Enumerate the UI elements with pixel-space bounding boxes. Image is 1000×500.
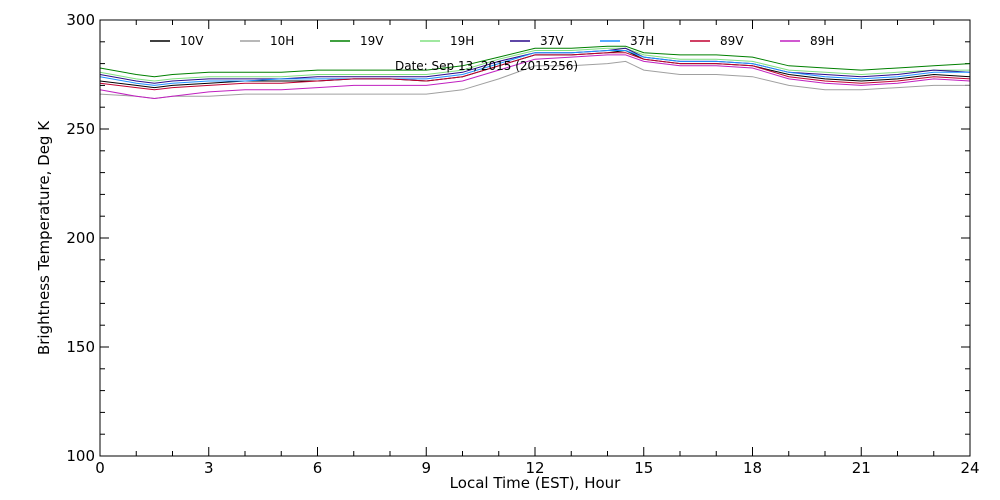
x-tick-label: 15 xyxy=(634,459,653,477)
y-tick-label: 100 xyxy=(66,447,95,465)
x-tick-label: 12 xyxy=(525,459,544,477)
series-lines xyxy=(99,45,971,100)
tick-labels: 0 3 6 9 12 15 18 21 24 100 150 200 250 300 xyxy=(66,11,979,477)
legend-label-37h: 37H xyxy=(630,34,654,48)
x-tick-label: 18 xyxy=(743,459,762,477)
axis-ticks xyxy=(99,19,971,457)
x-tick-label: 24 xyxy=(960,459,979,477)
series-line-37h xyxy=(99,50,970,86)
x-tick-label: 21 xyxy=(852,459,871,477)
x-tick-label: 6 xyxy=(313,459,323,477)
legend-label-37v: 37V xyxy=(540,34,564,48)
series-line-19h xyxy=(99,47,970,82)
series-line-89h xyxy=(99,54,971,100)
legend-label-10v: 10V xyxy=(180,34,204,48)
series-line-19v xyxy=(99,45,971,78)
x-tick-label: 3 xyxy=(204,459,214,477)
date-annotation: Date: Sep 13, 2015 (2015256) xyxy=(395,59,578,73)
series-line-89v xyxy=(99,52,971,91)
legend-label-89v: 89V xyxy=(720,34,744,48)
plot-frame xyxy=(99,19,971,457)
y-tick-label: 300 xyxy=(66,11,95,29)
legend: 10V 10H 19V 19H 37V 37H 89V 89H xyxy=(150,34,834,48)
series-line-10h xyxy=(99,60,970,100)
x-axis-title: Local Time (EST), Hour xyxy=(450,474,621,492)
legend-label-10h: 10H xyxy=(270,34,294,48)
y-tick-label: 200 xyxy=(66,229,95,247)
legend-label-19h: 19H xyxy=(450,34,474,48)
legend-label-19v: 19V xyxy=(360,34,384,48)
y-axis-title: Brightness Temperature, Deg K xyxy=(35,120,53,355)
x-tick-label: 9 xyxy=(421,459,431,477)
x-tick-label: 0 xyxy=(95,459,105,477)
y-tick-label: 150 xyxy=(66,338,95,356)
legend-label-89h: 89H xyxy=(810,34,834,48)
y-tick-label: 250 xyxy=(66,120,95,138)
